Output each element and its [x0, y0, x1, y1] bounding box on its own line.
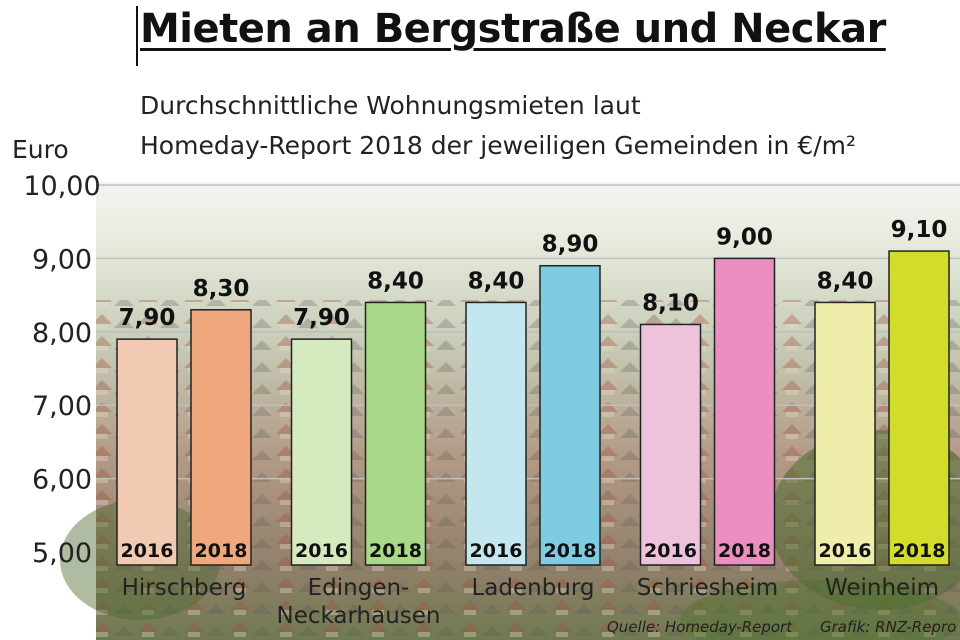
bar-value-label: 8,40: [367, 268, 424, 294]
source-credit: Quelle: Homeday-Report: [607, 618, 793, 636]
y-axis: 5,00 6,00 7,00 8,00 9,00 10,00: [23, 171, 100, 569]
bar-rect: [814, 301, 876, 566]
bar-value-label: 8,10: [642, 290, 699, 316]
bar-year-label: 2016: [644, 540, 697, 562]
y-axis-unit-label: Euro: [12, 135, 69, 164]
bar-rect: [888, 250, 950, 566]
bar-schriesheim-2016: 8,10 2016: [639, 290, 702, 566]
bar-rect: [539, 264, 601, 566]
bar-year-label: 2016: [295, 540, 348, 562]
bar-rect: [713, 257, 776, 566]
bar-schriesheim-2018: 9,00 2018: [713, 224, 776, 566]
bar-value-label: 8,40: [817, 268, 874, 294]
bar-ladenburg-2016: 8,40 2016: [465, 268, 527, 566]
bar-year-label: 2018: [544, 540, 597, 562]
category-label: Ladenburg: [471, 575, 594, 601]
bar-year-label: 2016: [470, 540, 523, 562]
bar-value-label: 8,40: [468, 268, 525, 294]
title-cursor-bar: [136, 6, 138, 66]
bar-value-label: 9,10: [891, 217, 948, 243]
y-tick-label: 10,00: [23, 171, 100, 202]
graphic-credit: Grafik: RNZ-Repro: [820, 618, 957, 636]
bar-value-label: 9,00: [716, 224, 773, 250]
y-tick-label: 9,00: [32, 244, 92, 275]
bar-hirschberg-2018: 8,30 2018: [190, 276, 252, 566]
subtitle-line-2: Homeday-Report 2018 der jeweiligen Gemei…: [140, 131, 857, 160]
y-tick-label: 8,00: [32, 318, 92, 349]
bars: 7,90 2016 8,30 2018 7,90 2016 8,40 2018 8,40 2016…: [116, 217, 950, 566]
chart-subtitle: Durchschnittliche Wohnungsmieten laut Ho…: [140, 86, 856, 166]
bar-value-label: 8,30: [193, 276, 250, 302]
bar-rect: [639, 323, 702, 566]
bar-value-label: 8,90: [542, 232, 599, 258]
bar-weinheim-2016: 8,40 2016: [814, 268, 876, 566]
bar-year-label: 2018: [195, 540, 248, 562]
bar-edingen-2016: 7,90 2016: [290, 305, 353, 566]
bar-year-label: 2018: [718, 540, 771, 562]
bar-rect: [290, 338, 353, 566]
bar-ladenburg-2018: 8,90 2018: [539, 232, 601, 566]
category-label: Hirschberg: [122, 575, 247, 601]
bar-rect: [116, 338, 178, 566]
bar-year-label: 2018: [893, 540, 946, 562]
bar-year-label: 2016: [121, 540, 174, 562]
bar-value-label: 7,90: [119, 305, 176, 331]
category-label: Schriesheim: [637, 575, 778, 601]
category-label: Edingen-: [308, 575, 410, 601]
category-labels: Hirschberg Edingen-Neckarhausen Ladenburg S…: [122, 575, 939, 629]
category-label: Weinheim: [825, 575, 939, 601]
bar-edingen-2018: 8,40 2018: [364, 268, 427, 566]
bar-weinheim-2018: 9,10 2018: [888, 217, 950, 566]
bar-value-label: 7,90: [293, 305, 350, 331]
bar-rect: [364, 301, 427, 566]
bar-rect: [465, 301, 527, 566]
category-label: Neckarhausen: [276, 603, 440, 629]
subtitle-line-1: Durchschnittliche Wohnungsmieten laut: [140, 91, 641, 120]
y-tick-label: 6,00: [32, 465, 92, 496]
chart-title: Mieten an Bergstraße und Neckar: [140, 6, 886, 52]
bar-year-label: 2016: [819, 540, 872, 562]
y-tick-label: 5,00: [32, 538, 92, 569]
bar-rect: [190, 309, 252, 566]
bar-hirschberg-2016: 7,90 2016: [116, 305, 178, 566]
y-tick-label: 7,00: [32, 391, 92, 422]
bar-year-label: 2018: [369, 540, 422, 562]
